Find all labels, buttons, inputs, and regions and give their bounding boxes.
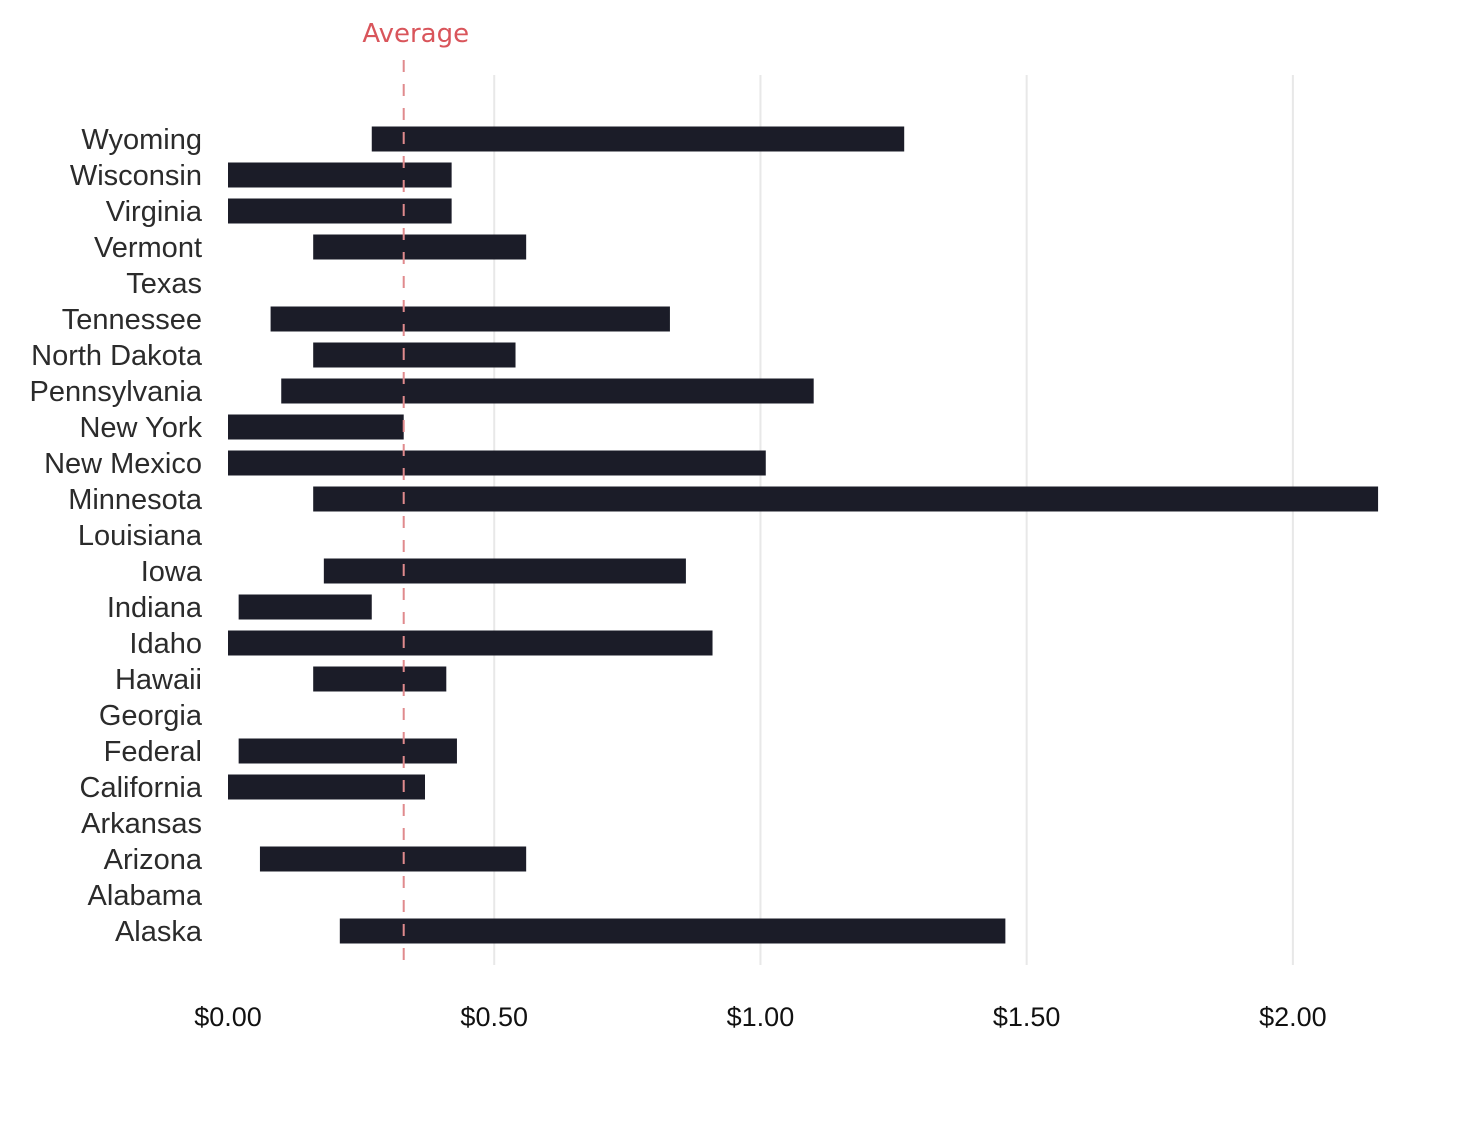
x-axis-tick-labels: $0.00 $0.50 $1.00 $1.50 $2.00 bbox=[194, 1002, 1326, 1032]
category-label: California bbox=[80, 772, 203, 804]
x-tick-label: $0.50 bbox=[460, 1002, 528, 1032]
category-label: Alaska bbox=[115, 916, 203, 948]
category-label: Virginia bbox=[106, 196, 203, 228]
average-marker: Average bbox=[362, 19, 469, 965]
category-label: Louisiana bbox=[78, 520, 203, 552]
range-bar bbox=[228, 198, 452, 224]
range-bar bbox=[281, 378, 814, 404]
category-labels: Wyoming Wisconsin Virginia Vermont Texas Tenn… bbox=[30, 124, 203, 948]
range-bar bbox=[313, 234, 527, 260]
category-label: North Dakota bbox=[31, 340, 203, 372]
category-label: Indiana bbox=[107, 592, 203, 624]
range-bar bbox=[228, 414, 404, 440]
category-label: Vermont bbox=[94, 232, 202, 264]
category-label: Minnesota bbox=[68, 484, 203, 516]
category-label: Federal bbox=[104, 736, 202, 768]
range-bar bbox=[323, 558, 686, 584]
range-bar bbox=[228, 162, 452, 188]
range-bar bbox=[313, 342, 516, 368]
range-bar bbox=[313, 666, 447, 692]
category-label: Pennsylvania bbox=[30, 376, 203, 408]
category-label: Alabama bbox=[88, 880, 203, 912]
category-label: New Mexico bbox=[44, 448, 202, 480]
range-bar bbox=[238, 738, 457, 764]
bars bbox=[228, 126, 1379, 944]
range-bar bbox=[228, 450, 766, 476]
x-tick-label: $0.00 bbox=[194, 1002, 262, 1032]
range-bar bbox=[228, 630, 713, 656]
category-label: Hawaii bbox=[115, 664, 202, 696]
range-bar bbox=[339, 918, 1006, 944]
range-bar bbox=[371, 126, 905, 152]
gridlines bbox=[493, 75, 1294, 965]
category-label: New York bbox=[79, 412, 202, 444]
range-bar bbox=[228, 774, 426, 800]
category-label: Iowa bbox=[141, 556, 203, 588]
x-tick-label: $2.00 bbox=[1259, 1002, 1327, 1032]
category-label: Arizona bbox=[104, 844, 203, 876]
range-bar bbox=[238, 594, 372, 620]
category-label: Tennessee bbox=[62, 304, 202, 336]
category-label: Wisconsin bbox=[70, 160, 202, 192]
category-label: Georgia bbox=[99, 700, 203, 732]
range-bar bbox=[259, 846, 527, 872]
range-bar bbox=[270, 306, 670, 332]
category-label: Texas bbox=[126, 268, 202, 300]
category-label: Wyoming bbox=[81, 124, 202, 156]
x-tick-label: $1.00 bbox=[727, 1002, 795, 1032]
average-label: Average bbox=[362, 19, 469, 49]
range-bar bbox=[313, 486, 1379, 512]
category-label: Arkansas bbox=[81, 808, 202, 840]
category-label: Idaho bbox=[129, 628, 202, 660]
x-tick-label: $1.50 bbox=[993, 1002, 1061, 1032]
